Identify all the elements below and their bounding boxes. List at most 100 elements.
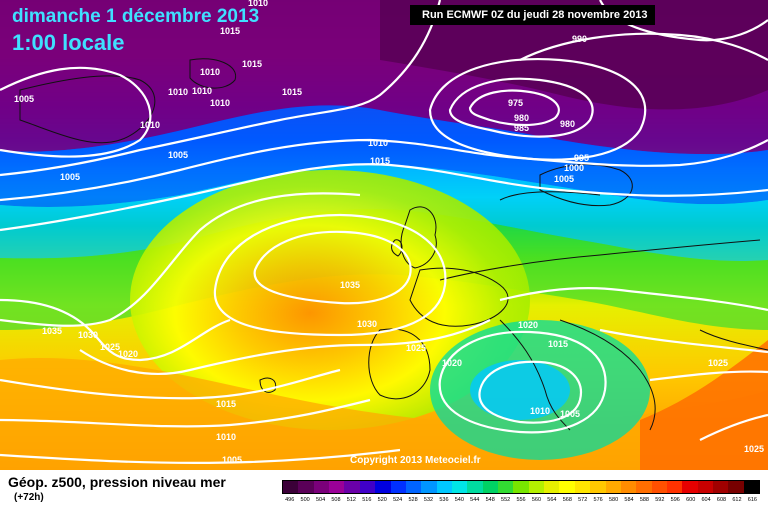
color-swatch [528, 481, 545, 493]
isobar-label: 1015 [282, 87, 302, 97]
color-swatch [390, 481, 406, 493]
isobar-label: 1005 [554, 174, 574, 184]
isobars [0, 0, 768, 463]
forecast-time: 1:00 locale [12, 30, 125, 55]
color-scale-tick: 600 [686, 497, 696, 503]
isobar-label: 1025 [406, 343, 426, 353]
color-scale-tick: 612 [732, 497, 742, 503]
isobar-label: 1000 [564, 163, 584, 173]
isobar-label: 1010 [168, 87, 188, 97]
isobar-label: 980 [560, 119, 575, 129]
isobar-labels: 1010 1015 1005 1010 1010 1010 1010 1015 … [14, 0, 764, 465]
isobar-label: 1025 [100, 342, 120, 352]
color-scale-tick: 544 [470, 497, 480, 503]
color-scale-tick: 496 [285, 497, 295, 503]
isobar-label: 980 [514, 113, 529, 123]
color-scale-tick: 540 [454, 497, 464, 503]
isobar-label: 1020 [442, 358, 462, 368]
color-scale-tick: 528 [408, 497, 418, 503]
color-scale-tick: 576 [593, 497, 603, 503]
color-scale-tick: 524 [393, 497, 403, 503]
color-swatch [574, 481, 591, 493]
isobar-label: 1010 [216, 432, 236, 442]
forecast-date: dimanche 1 décembre 2013 [12, 6, 260, 27]
color-swatch [451, 481, 468, 493]
isobar-label: 995 [574, 153, 589, 163]
isobar-label: 1020 [518, 320, 538, 330]
color-swatch [344, 481, 360, 493]
legend-title: Géop. z500, pression niveau mer [8, 474, 226, 490]
color-scale-tick: 552 [501, 497, 511, 503]
isobar-label: 1015 [242, 59, 262, 69]
isobar-label: 1035 [42, 326, 62, 336]
color-swatch [682, 481, 698, 493]
color-scale-tick: 512 [346, 497, 356, 503]
isobar-label: 1015 [216, 399, 236, 409]
color-swatch [375, 481, 391, 493]
weather-map: 1010 1015 1005 1010 1010 1010 1010 1015 … [0, 0, 768, 470]
z500-med-low-core [470, 360, 570, 420]
isobar-label: 1025 [708, 358, 728, 368]
color-swatch [651, 481, 667, 493]
isobar-label: 1010 [192, 86, 212, 96]
isobar-label: 1030 [78, 330, 98, 340]
color-scale-tick: 616 [747, 497, 757, 503]
color-swatch [498, 481, 514, 493]
color-scale-tick: 500 [300, 497, 310, 503]
color-scale-tick: 520 [377, 497, 387, 503]
color-scale-tick: 604 [701, 497, 711, 503]
isobar-label: 1035 [340, 280, 360, 290]
z500-deep-north [380, 0, 768, 110]
color-swatch [743, 481, 760, 493]
isobar-label: 1005 [222, 455, 242, 465]
isobar-label: 1015 [548, 339, 568, 349]
isobar-label: 1010 [200, 67, 220, 77]
color-swatch [467, 481, 483, 493]
color-scale-tick: 572 [578, 497, 588, 503]
isobar-label: 1015 [370, 156, 390, 166]
color-scale-tick: 508 [331, 497, 341, 503]
isobar-label: 1020 [118, 349, 138, 359]
color-scale-tick: 564 [547, 497, 557, 503]
isobar-label: 1010 [140, 120, 160, 130]
color-swatch [482, 481, 499, 493]
color-swatch [436, 481, 452, 493]
color-scale-tick: 532 [423, 497, 434, 503]
isobar-label: 990 [572, 34, 587, 44]
color-scale-tick: 592 [655, 497, 665, 503]
color-swatch [666, 481, 683, 493]
isobar-label: 975 [508, 98, 523, 108]
color-scale-tick: 516 [362, 497, 372, 503]
color-swatch [713, 481, 729, 493]
color-swatch [359, 481, 376, 493]
color-swatch [313, 481, 330, 493]
isobar-label: 1005 [168, 150, 188, 160]
color-scale-tick: 536 [439, 497, 449, 503]
color-swatch [728, 481, 744, 493]
isobar-label: 1025 [744, 444, 764, 454]
isobar-label: 1015 [220, 26, 240, 36]
color-scale-tick: 584 [624, 497, 634, 503]
color-scale-tick: 560 [531, 497, 542, 503]
legend-subtitle: (+72h) [14, 492, 44, 503]
color-scale-tick: 588 [639, 497, 649, 503]
color-swatch [590, 481, 606, 493]
isobar-label: 1005 [14, 94, 34, 104]
color-swatch [605, 481, 621, 493]
isobar-label: 1005 [560, 409, 580, 419]
isobar-label: 1030 [357, 319, 377, 329]
color-swatch [636, 481, 652, 493]
isobar-label: 985 [514, 123, 529, 133]
color-scale-tick: 596 [670, 497, 680, 503]
isobar-label: 1010 [368, 138, 388, 148]
copyright-notice: Copyright 2013 Meteociel.fr [350, 455, 481, 466]
isobar-label: 1010 [248, 0, 268, 8]
model-run-info: Run ECMWF 0Z du jeudi 28 novembre 2013 [410, 5, 655, 25]
isobar-label: 1005 [60, 172, 80, 182]
color-swatch [697, 481, 714, 493]
isobar-label: 1010 [210, 98, 230, 108]
color-scale-tick: 608 [716, 497, 727, 503]
color-swatch [559, 481, 575, 493]
color-scale-ticks: 496 500 504 508 512 516 520 524 528 532 536 540 544 5… [282, 497, 760, 509]
color-scale-tick: 504 [315, 497, 326, 503]
